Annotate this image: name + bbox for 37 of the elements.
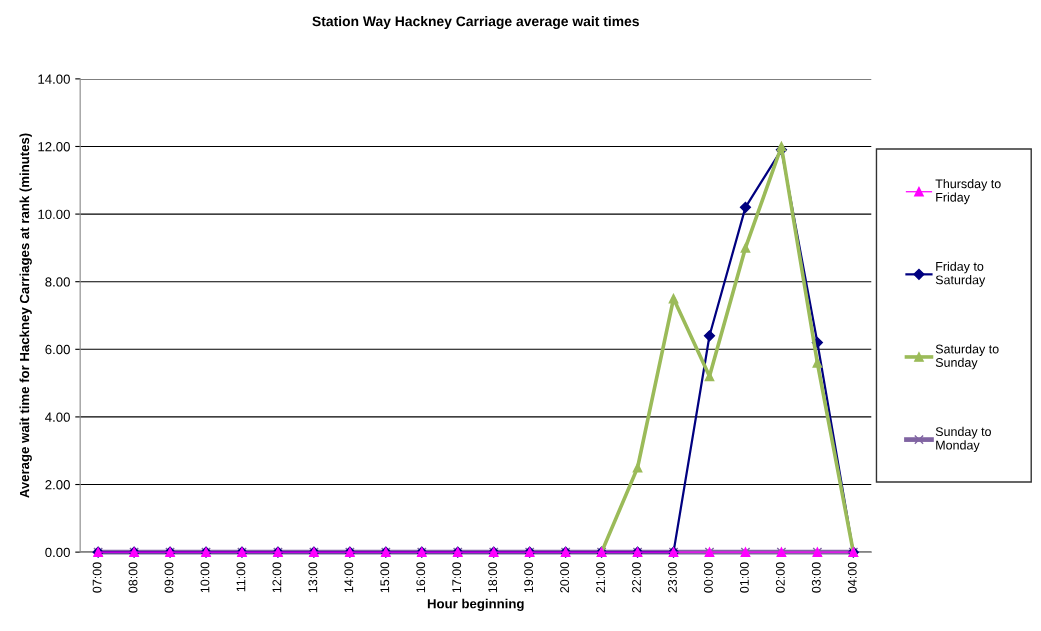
y-tick-label: 12.00 xyxy=(38,142,70,152)
x-tick-label: 10:00 xyxy=(200,562,210,593)
y-tick-label: 2.00 xyxy=(45,480,70,490)
y-tick-label: 4.00 xyxy=(45,412,70,422)
x-tick-label: 23:00 xyxy=(668,562,677,593)
x-tick-label: 02:00 xyxy=(775,562,785,593)
x-tick-label: 13:00 xyxy=(308,562,318,593)
x-tick-label: 19:00 xyxy=(524,562,534,593)
y-axis-title: Average wait time for Hackney Carriages at rank (minutes) xyxy=(19,133,32,498)
x-tick-label: 04:00 xyxy=(847,562,857,593)
x-tick-label: 20:00 xyxy=(560,562,569,593)
x-tick-label: 07:00 xyxy=(92,562,102,593)
x-tick-label: 15:00 xyxy=(380,562,390,593)
x-tick-label: 01:00 xyxy=(739,562,749,593)
x-tick-label: 00:00 xyxy=(703,562,713,593)
x-tick-label: 11:00 xyxy=(236,562,246,592)
y-tick-label: 0.00 xyxy=(45,547,70,558)
legend-label: Saturday to Sunday xyxy=(935,344,999,370)
y-tick-label: 6.00 xyxy=(45,344,70,355)
x-tick-label: 14:00 xyxy=(344,562,354,593)
x-tick-label: 12:00 xyxy=(272,562,282,593)
x-tick-label: 16:00 xyxy=(416,562,426,593)
legend-label: Sunday to Monday xyxy=(935,426,991,452)
y-tick-label: 14.00 xyxy=(38,74,70,84)
y-tick-label: 10.00 xyxy=(38,209,70,219)
x-tick-label: 08:00 xyxy=(128,562,138,593)
x-axis-title: Hour beginning xyxy=(427,598,524,612)
legend-label: Thursday to Friday xyxy=(935,179,1001,205)
x-tick-label: 03:00 xyxy=(811,562,821,593)
x-tick-label: 18:00 xyxy=(488,562,498,593)
chart-title: Station Way Hackney Carriage average wait times xyxy=(312,16,639,30)
x-tick-label: 21:00 xyxy=(596,562,605,593)
x-tick-label: 09:00 xyxy=(164,562,174,593)
legend-label: Friday to Saturday xyxy=(935,261,986,287)
y-tick-label: 8.00 xyxy=(45,277,70,287)
x-tick-label: 22:00 xyxy=(632,562,641,593)
x-tick-label: 17:00 xyxy=(452,562,462,593)
